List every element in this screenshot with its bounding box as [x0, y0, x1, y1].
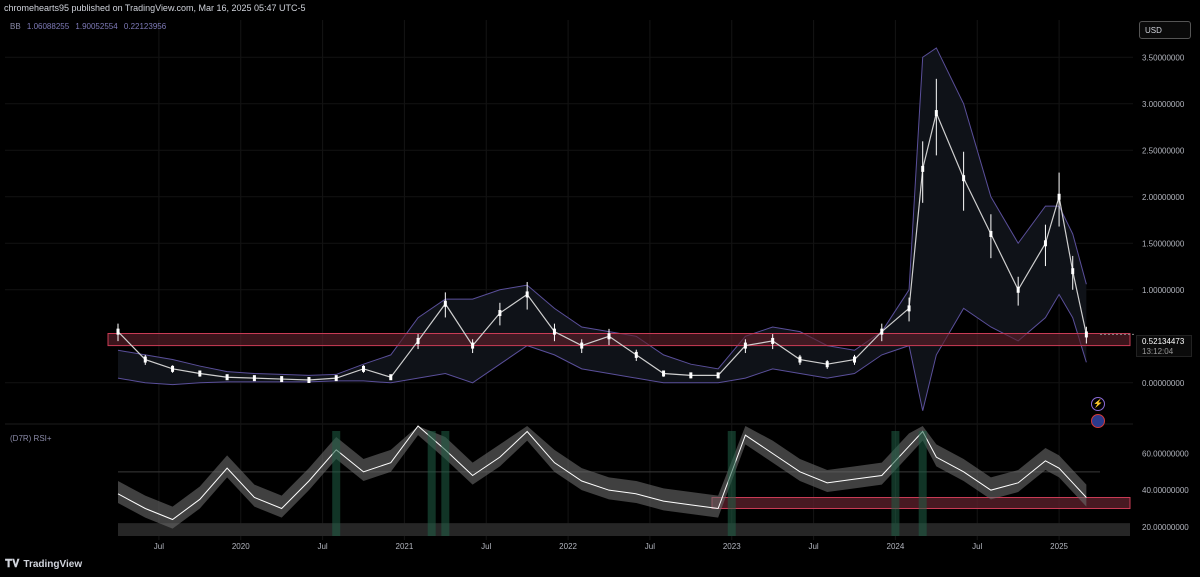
y-tick-label: 1.00000000 [1142, 286, 1185, 295]
lightning-icon[interactable]: ⚡ [1091, 397, 1105, 411]
x-tick-label: Jul [645, 542, 655, 551]
x-tick-label: Jul [808, 542, 818, 551]
price-candle [334, 375, 338, 382]
y-tick-label: 1.50000000 [1142, 239, 1185, 248]
price-candle [498, 310, 502, 317]
x-tick-label: 2024 [887, 542, 905, 551]
bar-countdown: 13:12:04 [1142, 347, 1174, 356]
rsi-line [117, 425, 1087, 521]
bb-legend-name: BB [10, 22, 21, 31]
rsi-envelope [118, 426, 1087, 529]
x-tick-label: 2023 [723, 542, 741, 551]
price-candle [471, 342, 475, 349]
rsi-y-tick-label: 60.00000000 [1142, 450, 1189, 459]
price-candle [416, 337, 420, 344]
rsi-highlight-column [332, 431, 341, 536]
price-candle [225, 374, 229, 381]
price-candle [907, 305, 911, 312]
x-tick-label: 2022 [559, 542, 577, 551]
y-tick-label: 2.50000000 [1142, 146, 1185, 155]
price-candle [689, 372, 693, 379]
price-candle [362, 365, 365, 372]
price-candle [389, 374, 393, 381]
rsi-oversold-band [118, 523, 1130, 536]
price-candle [934, 110, 938, 117]
x-tick-label: 2025 [1050, 542, 1068, 551]
bb-legend-basis: 1.06088255 [26, 22, 70, 31]
y-tick-label: 0.00000000 [1142, 379, 1185, 388]
footer-brand[interactable]: 𝐓𝐕 TradingView [5, 558, 82, 571]
y-tick-label: 3.00000000 [1142, 100, 1185, 109]
price-candle [798, 356, 802, 363]
x-tick-label: 2020 [232, 542, 250, 551]
tradingview-logo-icon: 𝐓𝐕 [5, 558, 20, 570]
price-candle [989, 230, 993, 237]
bb-legend-lower: 0.22123956 [123, 22, 167, 31]
x-tick-label: Jul [481, 542, 491, 551]
last-price-value: 0.52134473 [1142, 337, 1185, 346]
rsi-highlight-column [891, 431, 900, 536]
rsi-highlight-column [441, 431, 450, 536]
y-tick-label: 2.00000000 [1142, 193, 1185, 202]
currency-selector[interactable]: USD [1139, 21, 1191, 39]
price-candle [171, 365, 175, 372]
price-candle [1057, 193, 1061, 200]
price-candle [580, 342, 584, 349]
support-zone [107, 332, 1131, 347]
flag-icon[interactable] [1091, 414, 1105, 428]
x-tick-label: 2021 [396, 542, 414, 551]
price-candle [552, 328, 556, 335]
price-candle [280, 376, 284, 383]
x-tick-label: Jul [154, 542, 164, 551]
price-candle [443, 300, 447, 307]
rsi-y-tick-label: 40.00000000 [1142, 486, 1189, 495]
publisher-header: chromehearts95 published on TradingView.… [4, 3, 306, 13]
price-candle [825, 361, 829, 368]
price-candle [880, 328, 884, 335]
bb-legend-upper: 1.90052554 [75, 22, 118, 31]
price-candle [771, 337, 775, 344]
rsi-indicator-label: (D7R) RSI+ [10, 434, 52, 443]
rsi-y-tick-label: 20.00000000 [1142, 523, 1189, 532]
price-candle [1071, 268, 1075, 275]
rsi-highlight-column [427, 431, 436, 536]
price-candle [252, 375, 256, 382]
y-tick-label: 3.50000000 [1142, 53, 1185, 62]
price-candle [198, 370, 202, 377]
price-candle [116, 328, 120, 335]
price-candle [853, 356, 856, 363]
last-price-tag: 0.52134473 13:12:04 [1136, 335, 1192, 357]
bb-legend: BB 1.06088255 1.90052554 0.22123956 [10, 22, 170, 31]
price-candle [662, 370, 666, 377]
rsi-highlight-column [727, 431, 736, 536]
price-candle [525, 291, 529, 298]
price-candle [634, 351, 638, 358]
price-candle [307, 377, 311, 384]
x-tick-label: Jul [317, 542, 327, 551]
price-candle [921, 165, 925, 172]
footer-brand-name: TradingView [23, 559, 83, 570]
price-candle [1016, 286, 1020, 293]
price-candle [607, 333, 611, 340]
price-candle [1084, 331, 1088, 338]
price-candle [143, 356, 147, 363]
price-candle [1043, 240, 1047, 247]
price-candle [743, 342, 747, 349]
bb-cloud [118, 47, 1087, 411]
rsi-highlight-column [918, 431, 927, 536]
x-tick-label: Jul [972, 542, 982, 551]
bb-lower-line [117, 293, 1087, 411]
price-candle [962, 175, 966, 182]
price-candle [716, 372, 720, 379]
